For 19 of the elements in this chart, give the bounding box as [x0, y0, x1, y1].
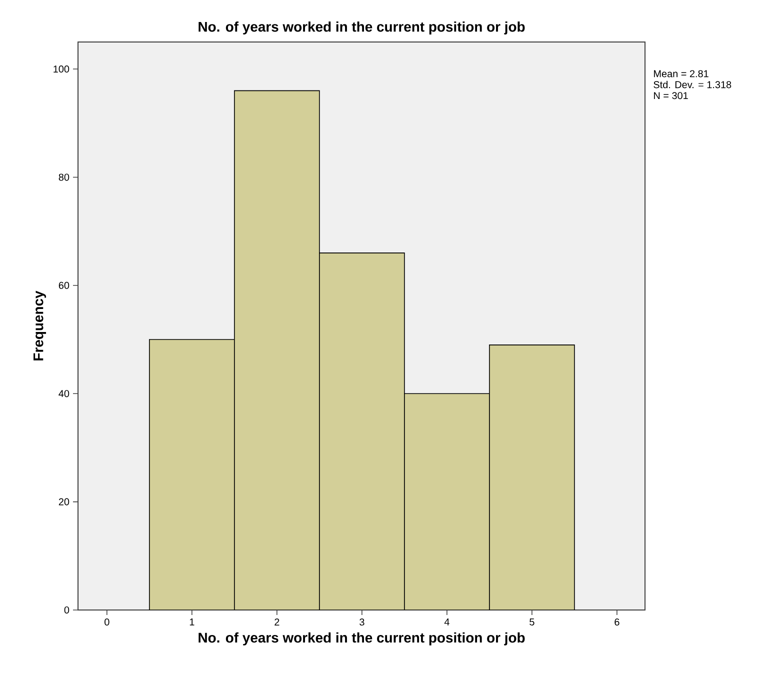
- x-tick-label: 3: [360, 618, 364, 626]
- text: Mean = 2.81: [654, 70, 708, 78]
- text: Std. Dev. = 1.318: [654, 80, 732, 88]
- x-tick-label: 1: [190, 618, 194, 626]
- x-tick-label: 5: [530, 618, 534, 626]
- x-tick-label: 0: [104, 618, 110, 626]
- x-tick-label: 2: [274, 618, 280, 626]
- y-axis-title: Frequency: [34, 290, 46, 360]
- y-tick-label: 100: [54, 66, 70, 73]
- y-tick-label: 20: [58, 498, 70, 506]
- y-tick-label: 40: [58, 390, 70, 398]
- x-tick-label: 4: [444, 618, 450, 626]
- x-tick-label: 6: [614, 618, 620, 626]
- y-tick-label: 0: [64, 606, 70, 614]
- chart-title: No. of years worked in the current position or job: [198, 21, 525, 34]
- text: N = 301: [654, 92, 688, 100]
- x-axis-title: No. of years worked in the current position or job: [198, 632, 525, 646]
- y-tick-label: 60: [58, 282, 70, 289]
- y-tick-label: 80: [58, 174, 70, 181]
